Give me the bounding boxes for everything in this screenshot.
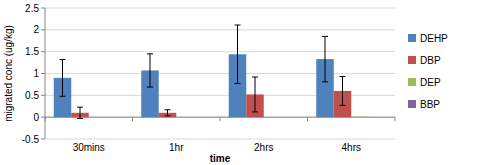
error-bar	[165, 110, 171, 116]
y-tick	[41, 95, 45, 96]
chart-container: -0.5 0 0.5 1 1.5 2 2.5 30mins 1hr 2hrs 4hrs time mig…	[0, 0, 500, 165]
legend-label: DEP	[420, 77, 441, 88]
y-tick-label: 0	[33, 112, 39, 123]
x-tick-label: 4hrs	[342, 142, 361, 153]
y-tick	[41, 139, 45, 140]
y-tick-label: -0.5	[22, 134, 40, 145]
y-tick-label: 2.5	[25, 3, 39, 14]
bar	[194, 117, 212, 118]
x-tick	[307, 117, 308, 121]
x-axis-label: time	[210, 153, 231, 164]
error-bar	[340, 77, 346, 106]
bar	[369, 117, 387, 118]
error-bar	[322, 36, 328, 81]
error-bar	[147, 54, 153, 87]
x-tick	[45, 117, 46, 121]
y-tick	[41, 51, 45, 52]
legend-swatch	[408, 100, 416, 108]
grid-line	[45, 8, 395, 9]
bar	[281, 117, 299, 118]
y-tick-label: 1.5	[25, 46, 39, 57]
bar	[176, 117, 194, 118]
bar	[264, 117, 282, 118]
legend-swatch	[408, 56, 416, 64]
bar	[89, 117, 107, 118]
y-tick	[41, 73, 45, 74]
grid-line	[45, 29, 395, 30]
y-tick-label: 0.5	[25, 90, 39, 101]
bar	[106, 117, 124, 118]
legend: DEHP DBP DEP BBP	[408, 33, 448, 110]
y-axis-label: migrated conc (ug/kg)	[3, 25, 14, 122]
y-axis	[45, 8, 46, 139]
legend-swatch	[408, 34, 416, 42]
y-tick-label: 1	[33, 68, 39, 79]
bar	[351, 116, 369, 117]
y-tick	[41, 29, 45, 30]
x-tick-label: 30mins	[73, 142, 105, 153]
chart-svg: -0.5 0 0.5 1 1.5 2 2.5 30mins 1hr 2hrs 4hrs time mig…	[0, 0, 500, 165]
y-tick	[41, 117, 45, 118]
x-tick-label: 1hr	[169, 142, 184, 153]
grid-line	[45, 51, 395, 52]
x-tick	[395, 117, 396, 121]
error-bar	[77, 107, 83, 118]
bars	[54, 25, 387, 118]
legend-label: DEHP	[420, 33, 448, 44]
x-tick-label: 2hrs	[254, 142, 273, 153]
legend-label: DBP	[420, 55, 441, 66]
x-tick	[132, 117, 133, 121]
legend-swatch	[408, 78, 416, 86]
grid-line	[45, 73, 395, 74]
legend-label: BBP	[420, 99, 440, 110]
error-bar	[252, 77, 258, 112]
y-tick-label: 2	[33, 24, 39, 35]
error-bar	[235, 25, 241, 84]
error-bar	[60, 60, 66, 97]
y-tick	[41, 8, 45, 9]
x-tick	[220, 117, 221, 121]
grid-line	[45, 139, 395, 140]
